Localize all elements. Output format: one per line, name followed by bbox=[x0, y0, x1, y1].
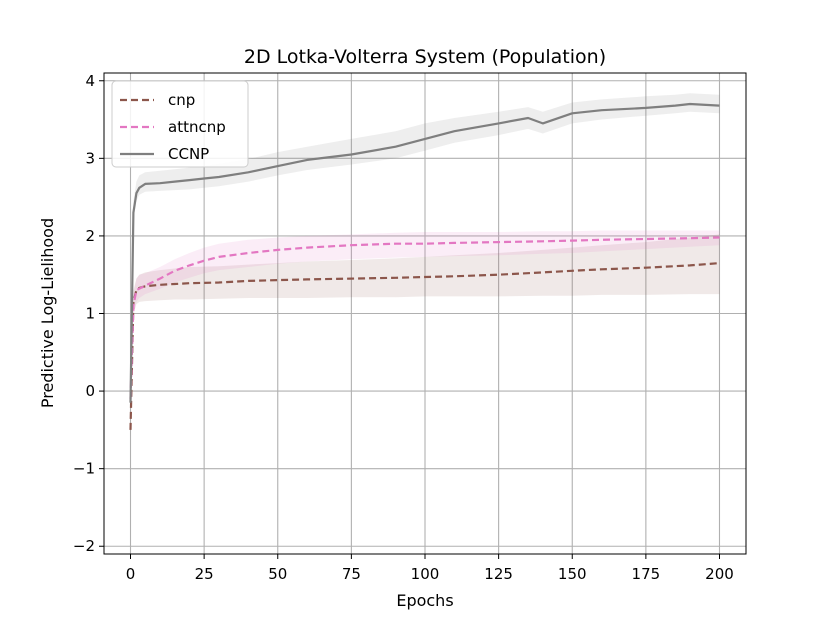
x-tick-label: 175 bbox=[632, 565, 661, 583]
x-tick-label: 50 bbox=[268, 565, 287, 583]
chart-title: 2D Lotka-Volterra System (Population) bbox=[244, 46, 606, 68]
y-tick-label: 0 bbox=[85, 382, 95, 400]
legend-label-ccnp: CCNP bbox=[168, 145, 209, 163]
y-tick-label: 1 bbox=[85, 305, 95, 323]
x-tick-label: 200 bbox=[705, 565, 734, 583]
legend-label-attncnp: attncnp bbox=[168, 118, 226, 136]
y-tick-label: 3 bbox=[85, 149, 95, 167]
series-lines bbox=[129, 102, 720, 430]
ccnp-confidence-band bbox=[130, 93, 720, 407]
x-axis-title: Epochs bbox=[396, 591, 453, 610]
cnp-confidence-band bbox=[130, 234, 720, 438]
ccnp-series-line bbox=[129, 102, 720, 403]
legend-label-cnp: cnp bbox=[168, 91, 195, 109]
y-tick-label: 4 bbox=[85, 72, 95, 90]
confidence-bands bbox=[130, 93, 720, 438]
legend-box bbox=[111, 80, 249, 168]
y-tick-label: −1 bbox=[73, 460, 95, 478]
x-tick-label: 100 bbox=[411, 565, 440, 583]
x-tick-label: 150 bbox=[558, 565, 587, 583]
x-tick-label: 25 bbox=[195, 565, 214, 583]
grid bbox=[104, 73, 746, 554]
attncnp-confidence-band bbox=[130, 230, 720, 407]
y-axis: 4 3 2 1 0 −1 −2 bbox=[73, 72, 104, 555]
legend: cnp attncnp CCNP bbox=[111, 80, 249, 168]
x-tick-label: 75 bbox=[342, 565, 361, 583]
y-axis-title: Predictive Log-Lielihood bbox=[38, 218, 57, 408]
y-tick-label: 2 bbox=[85, 227, 95, 245]
x-tick-label: 125 bbox=[484, 565, 513, 583]
x-axis: 0 25 50 75 100 125 150 175 200 bbox=[126, 554, 734, 583]
x-tick-label: 0 bbox=[126, 565, 136, 583]
y-tick-label: −2 bbox=[73, 537, 95, 555]
